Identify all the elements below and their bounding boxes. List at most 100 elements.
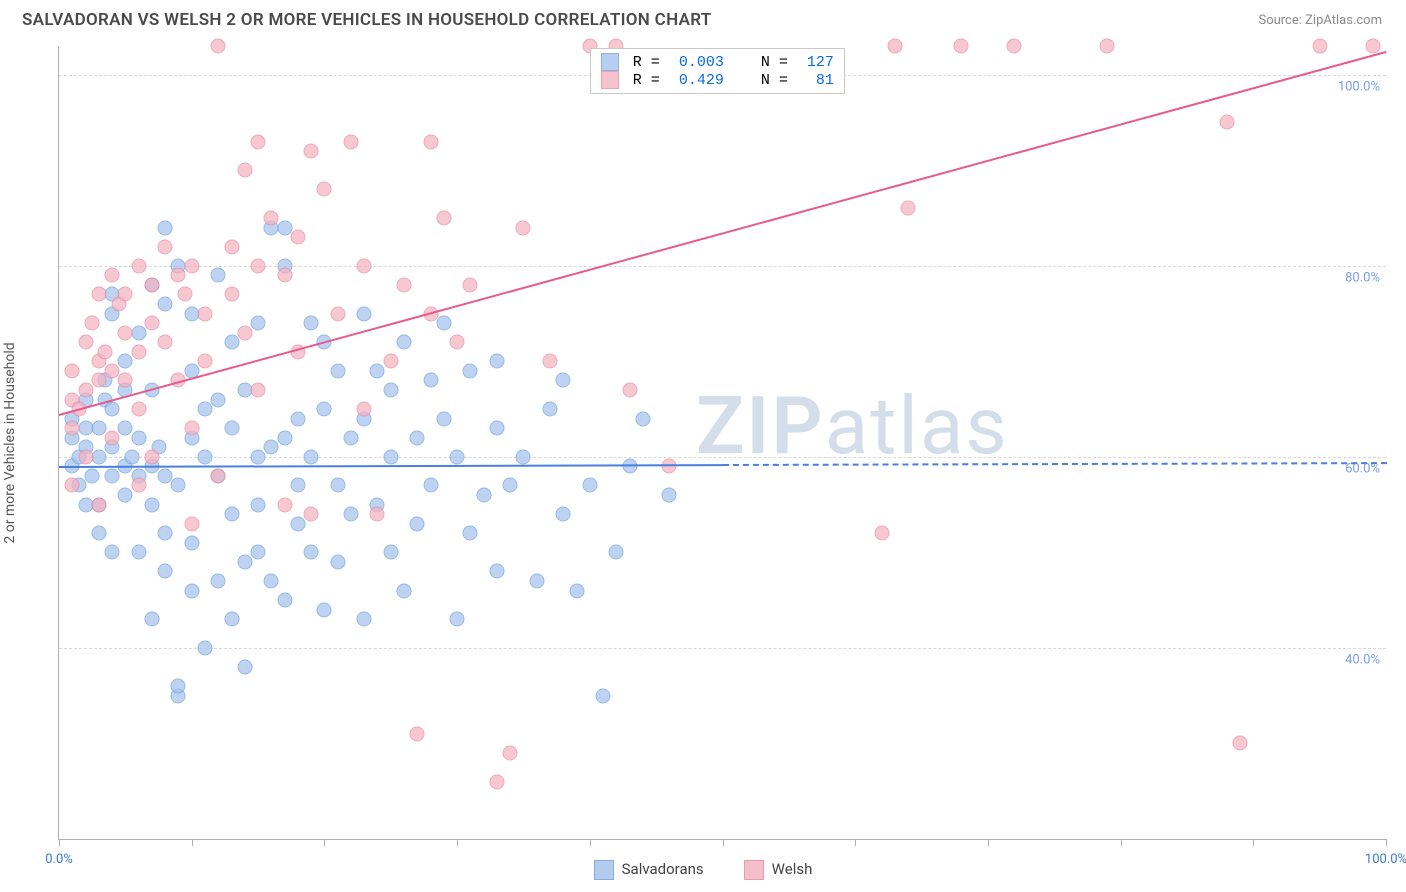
data-point-salvadorans xyxy=(224,507,239,522)
data-point-salvadorans xyxy=(184,535,199,550)
data-point-welsh xyxy=(184,516,199,531)
data-point-welsh xyxy=(357,402,372,417)
data-point-salvadorans xyxy=(516,449,531,464)
data-point-welsh xyxy=(237,163,252,178)
data-point-salvadorans xyxy=(211,268,226,283)
data-point-salvadorans xyxy=(542,402,557,417)
data-point-salvadorans xyxy=(317,402,332,417)
watermark: ZIPatlas xyxy=(696,379,1009,473)
data-point-welsh xyxy=(184,421,199,436)
data-point-salvadorans xyxy=(144,497,159,512)
data-point-welsh xyxy=(383,354,398,369)
data-point-salvadorans xyxy=(158,220,173,235)
data-point-salvadorans xyxy=(330,363,345,378)
data-point-welsh xyxy=(277,268,292,283)
data-point-welsh xyxy=(91,287,106,302)
data-point-salvadorans xyxy=(635,411,650,426)
trendline-extension-salvadorans xyxy=(722,463,1386,467)
data-point-welsh xyxy=(397,277,412,292)
data-point-salvadorans xyxy=(383,449,398,464)
stats-legend-box: R = 0.003 N = 127R = 0.429 N = 81 xyxy=(590,48,845,94)
data-point-welsh xyxy=(516,220,531,235)
data-point-welsh xyxy=(330,306,345,321)
data-point-welsh xyxy=(251,382,266,397)
data-point-welsh xyxy=(237,325,252,340)
data-point-welsh xyxy=(489,774,504,789)
chart-title: SALVADORAN VS WELSH 2 OR MORE VEHICLES I… xyxy=(22,10,712,30)
data-point-salvadorans xyxy=(264,440,279,455)
y-axis-label: 2 or more Vehicles in Household xyxy=(2,342,18,543)
data-point-welsh xyxy=(184,258,199,273)
data-point-welsh xyxy=(65,421,80,436)
data-point-salvadorans xyxy=(343,430,358,445)
data-point-welsh xyxy=(105,430,120,445)
stat-n-value: 81 xyxy=(807,72,834,89)
data-point-salvadorans xyxy=(423,478,438,493)
plot-container: 2 or more Vehicles in Household ZIPatlas… xyxy=(48,46,1386,840)
data-point-salvadorans xyxy=(171,478,186,493)
data-point-welsh xyxy=(251,134,266,149)
data-point-salvadorans xyxy=(211,574,226,589)
data-point-welsh xyxy=(622,382,637,397)
x-tick xyxy=(590,839,591,846)
data-point-welsh xyxy=(85,316,100,331)
data-point-salvadorans xyxy=(489,421,504,436)
data-point-welsh xyxy=(78,335,93,350)
data-point-welsh xyxy=(1219,115,1234,130)
data-point-salvadorans xyxy=(131,545,146,560)
data-point-welsh xyxy=(304,507,319,522)
legend-label: Salvadorans xyxy=(622,860,704,878)
data-point-salvadorans xyxy=(622,459,637,474)
data-point-welsh xyxy=(105,268,120,283)
data-point-salvadorans xyxy=(158,564,173,579)
y-tick-label: 80.0% xyxy=(1345,270,1380,285)
swatch-salvadorans xyxy=(601,53,619,71)
data-point-salvadorans xyxy=(118,354,133,369)
data-point-salvadorans xyxy=(158,296,173,311)
data-point-salvadorans xyxy=(503,478,518,493)
data-point-welsh xyxy=(171,268,186,283)
data-point-salvadorans xyxy=(105,402,120,417)
data-point-salvadorans xyxy=(450,449,465,464)
data-point-salvadorans xyxy=(224,421,239,436)
data-point-salvadorans xyxy=(105,545,120,560)
data-point-welsh xyxy=(357,258,372,273)
data-point-salvadorans xyxy=(410,516,425,531)
legend-swatch xyxy=(594,860,614,880)
data-point-salvadorans xyxy=(556,373,571,388)
data-point-welsh xyxy=(542,354,557,369)
data-point-salvadorans xyxy=(91,421,106,436)
trendline-welsh xyxy=(59,51,1387,416)
data-point-salvadorans xyxy=(184,583,199,598)
data-point-welsh xyxy=(118,373,133,388)
data-point-welsh xyxy=(1233,736,1248,751)
stats-row-welsh: R = 0.429 N = 81 xyxy=(601,71,834,89)
x-tick xyxy=(988,839,989,846)
stat-r-value: 0.429 xyxy=(679,72,724,89)
data-point-salvadorans xyxy=(489,564,504,579)
data-point-salvadorans xyxy=(158,468,173,483)
data-point-salvadorans xyxy=(436,316,451,331)
data-point-salvadorans xyxy=(330,554,345,569)
data-point-salvadorans xyxy=(211,392,226,407)
stat-n-label: N = xyxy=(734,54,797,71)
data-point-salvadorans xyxy=(317,602,332,617)
data-point-welsh xyxy=(178,287,193,302)
data-point-salvadorans xyxy=(304,545,319,560)
data-point-salvadorans xyxy=(290,411,305,426)
data-point-salvadorans xyxy=(91,449,106,464)
data-point-welsh xyxy=(65,363,80,378)
data-point-salvadorans xyxy=(290,516,305,531)
data-point-salvadorans xyxy=(91,526,106,541)
data-point-welsh xyxy=(1365,39,1380,54)
data-point-welsh xyxy=(105,363,120,378)
data-point-welsh xyxy=(158,335,173,350)
data-point-welsh xyxy=(1312,39,1327,54)
data-point-welsh xyxy=(317,182,332,197)
data-point-salvadorans xyxy=(224,612,239,627)
x-tick xyxy=(324,839,325,846)
data-point-welsh xyxy=(131,478,146,493)
data-point-welsh xyxy=(158,239,173,254)
source-attribution: Source: ZipAtlas.com xyxy=(1258,13,1382,28)
data-point-welsh xyxy=(370,507,385,522)
